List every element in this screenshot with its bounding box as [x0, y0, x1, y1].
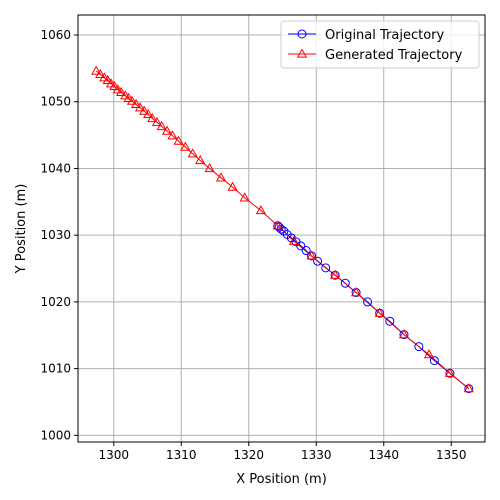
y-tick-label: 1050 — [40, 95, 71, 109]
legend-marker-original — [297, 29, 307, 39]
x-axis-label: X Position (m) — [236, 472, 327, 487]
legend-label-generated: Generated Trajectory — [325, 48, 463, 63]
data-point — [429, 356, 439, 366]
data-point — [102, 74, 113, 85]
generated-trajectory-markers — [91, 65, 474, 393]
generated-trajectory-line — [95, 70, 470, 389]
data-point — [423, 349, 435, 359]
data-point — [350, 287, 362, 297]
legend-item-original: Original Trajectory — [288, 28, 444, 43]
x-tick-label: 1350 — [436, 448, 467, 462]
data-point — [239, 192, 250, 202]
data-point — [444, 367, 456, 377]
y-tick-label: 1060 — [40, 28, 71, 42]
data-point — [330, 269, 341, 279]
plot-series — [91, 65, 474, 394]
data-point — [173, 135, 184, 145]
data-point — [272, 220, 283, 230]
data-point — [195, 154, 206, 165]
data-point — [255, 204, 267, 215]
y-tick-label: 1020 — [40, 295, 71, 309]
data-point — [398, 329, 410, 339]
y-tick-label: 1040 — [40, 161, 71, 175]
data-point — [374, 307, 385, 317]
y-tick-label: 1010 — [40, 362, 71, 376]
legend-item-generated: Generated Trajectory — [288, 48, 463, 63]
x-tick-label: 1330 — [301, 448, 332, 462]
data-point — [204, 162, 215, 173]
data-point — [313, 256, 323, 266]
data-point — [282, 230, 292, 240]
plot-frame — [77, 14, 486, 443]
data-point — [385, 316, 395, 326]
data-point — [340, 278, 350, 288]
y-tick-label: 1030 — [40, 228, 71, 242]
legend-box — [280, 20, 480, 69]
data-point — [215, 172, 227, 182]
legend-label-original: Original Trajectory — [325, 28, 444, 43]
data-point — [227, 181, 238, 191]
data-point — [288, 235, 300, 245]
data-point — [363, 297, 373, 307]
data-point — [91, 65, 102, 75]
data-point — [301, 246, 311, 256]
data-point — [126, 95, 138, 105]
data-point — [161, 125, 173, 135]
x-tick-label: 1310 — [166, 448, 197, 462]
data-point — [109, 80, 120, 91]
axis-ticks: 1300 1310 1320 1330 1340 1350 1000 1010 1020 1030… — [40, 28, 466, 462]
legend-marker-generated — [296, 48, 308, 58]
data-point — [167, 130, 178, 140]
data-point — [414, 342, 424, 352]
data-point — [180, 141, 191, 151]
y-axis-label: Y Position (m) — [14, 184, 29, 275]
data-point — [187, 148, 198, 158]
data-point — [116, 86, 127, 97]
y-tick-label: 1000 — [40, 428, 71, 442]
data-point — [123, 92, 134, 103]
data-point — [463, 383, 474, 393]
x-tick-label: 1300 — [98, 448, 129, 462]
legend: Original Trajectory Generated Trajectory — [280, 20, 480, 69]
data-point — [321, 263, 331, 273]
x-tick-label: 1340 — [368, 448, 399, 462]
x-tick-label: 1320 — [233, 448, 264, 462]
data-point — [306, 250, 317, 260]
